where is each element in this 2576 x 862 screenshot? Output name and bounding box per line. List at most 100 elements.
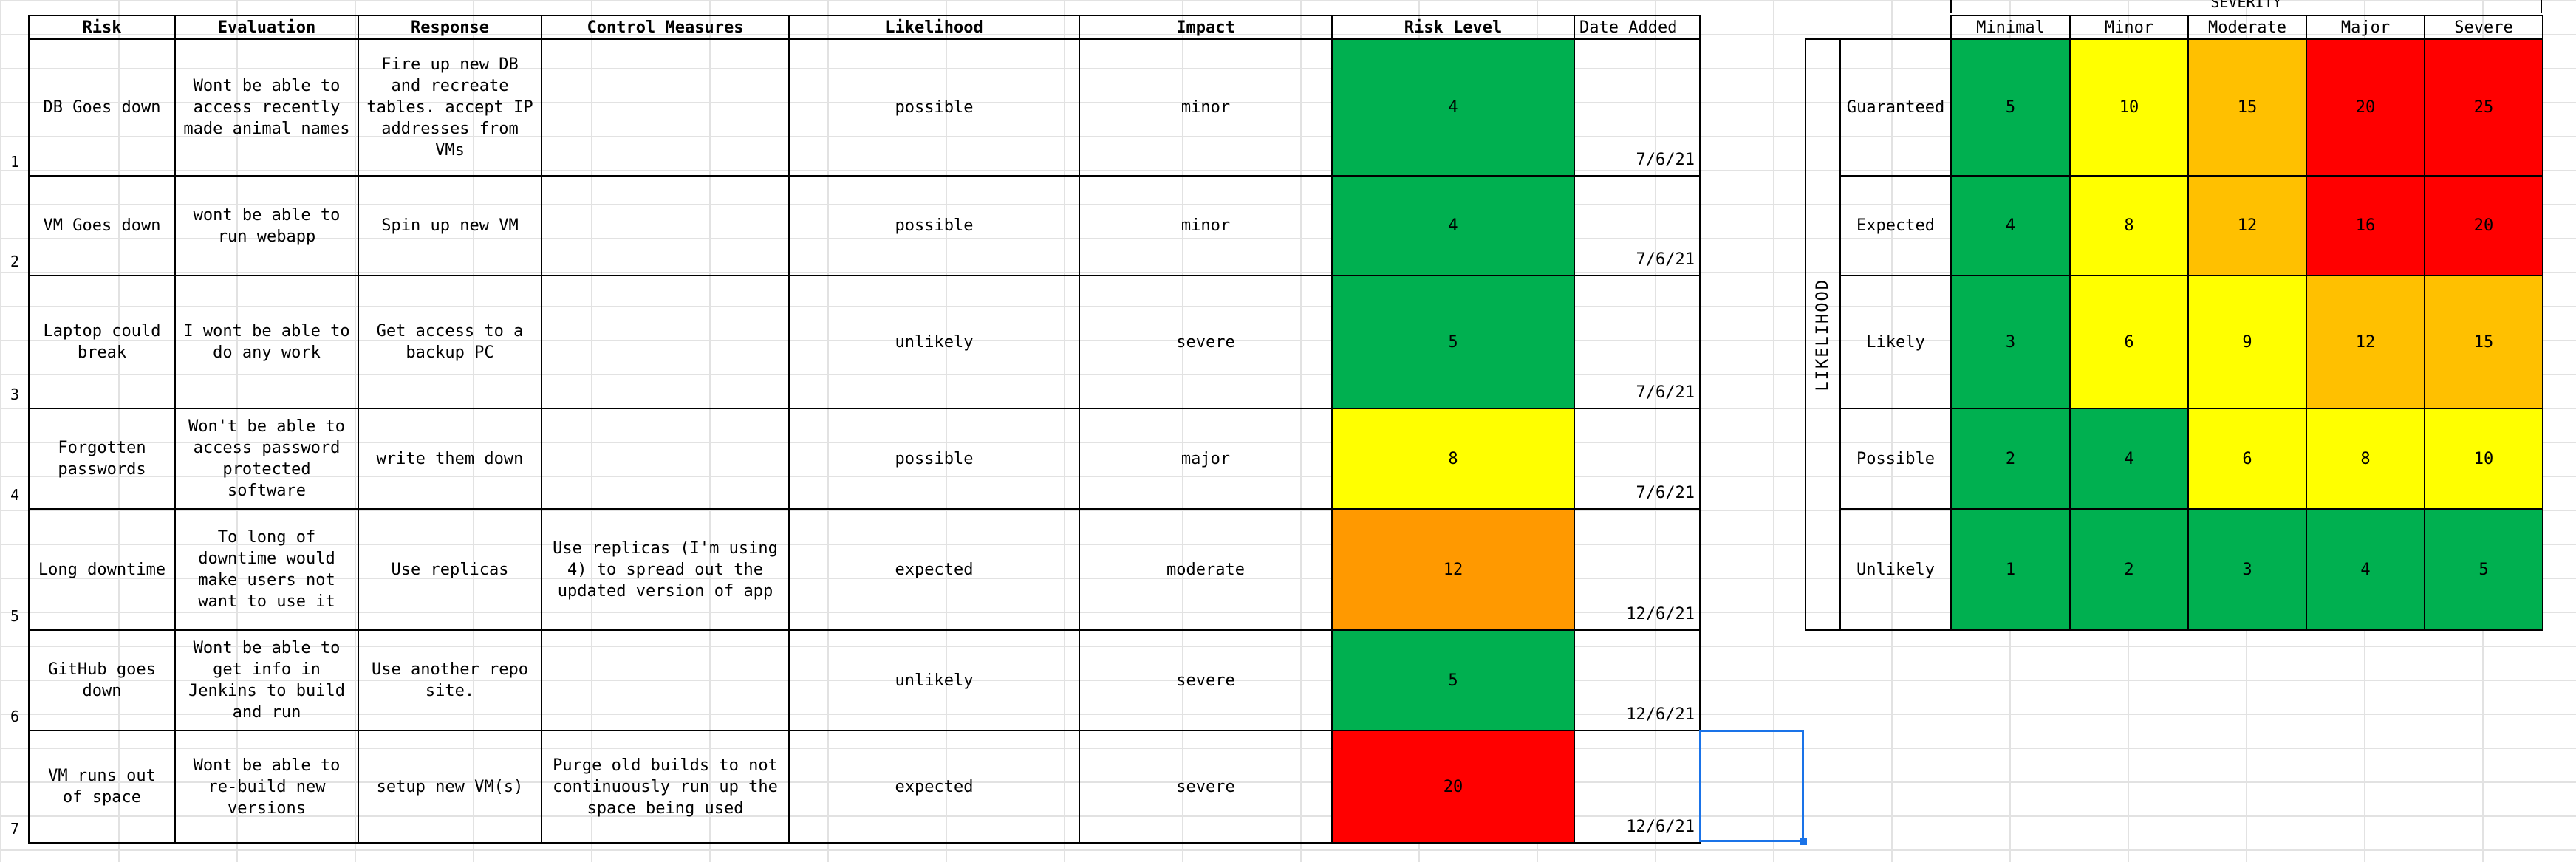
matrix-cell[interactable]: 10 (2424, 408, 2543, 510)
likelihood-label-unlikely[interactable]: Unlikely (1839, 508, 1952, 631)
matrix-cell[interactable]: 6 (2069, 275, 2189, 409)
evaluation-col-header[interactable]: Evaluation (174, 15, 359, 40)
risk-col-cell[interactable]: VM runs out of space (28, 730, 176, 844)
control-col-cell[interactable] (541, 38, 790, 177)
row-number[interactable]: 2 (10, 253, 20, 270)
risk-level-col-cell[interactable]: 12 (1331, 508, 1575, 631)
matrix-cell[interactable]: 20 (2424, 175, 2543, 276)
response-col-cell[interactable]: Use replicas (358, 508, 542, 631)
date-col-cell[interactable]: 7/6/21 (1574, 408, 1701, 510)
risk-col-cell[interactable]: GitHub goes down (28, 629, 176, 731)
row-number[interactable]: 3 (10, 386, 20, 403)
control-col-cell[interactable] (541, 275, 790, 409)
date-col-cell[interactable]: 12/6/21 (1574, 508, 1701, 631)
evaluation-col-cell[interactable]: wont be able to run webapp (174, 175, 359, 276)
evaluation-col-cell[interactable]: Wont be able to re-build new versions (174, 730, 359, 844)
likelihood-col-cell[interactable]: expected (788, 730, 1080, 844)
matrix-cell[interactable]: 5 (1950, 38, 2071, 177)
evaluation-col-cell[interactable]: I wont be able to do any work (174, 275, 359, 409)
impact-col-cell[interactable]: severe (1079, 629, 1333, 731)
row-number[interactable]: 7 (10, 820, 20, 838)
date-col-cell[interactable]: 7/6/21 (1574, 275, 1701, 409)
impact-col-cell[interactable]: major (1079, 408, 1333, 510)
matrix-cell[interactable]: 10 (2069, 38, 2189, 177)
evaluation-col-cell[interactable]: To long of downtime would make users not… (174, 508, 359, 631)
control-col-cell[interactable]: Purge old builds to not continuously run… (541, 730, 790, 844)
row-number[interactable]: 1 (10, 153, 20, 171)
risk-col-cell[interactable]: Forgotten passwords (28, 408, 176, 510)
response-col-cell[interactable]: Use another repo site. (358, 629, 542, 731)
control-col-header[interactable]: Control Measures (541, 15, 790, 40)
risk-level-col-header[interactable]: Risk Level (1331, 15, 1575, 40)
control-col-cell[interactable]: Use replicas (I'm using 4) to spread out… (541, 508, 790, 631)
likelihood-label-possible[interactable]: Possible (1839, 408, 1952, 510)
impact-col-cell[interactable]: minor (1079, 175, 1333, 276)
response-col-cell[interactable]: Spin up new VM (358, 175, 542, 276)
evaluation-col-cell[interactable]: Won't be able to access password protect… (174, 408, 359, 510)
likelihood-col-cell[interactable]: unlikely (788, 629, 1080, 731)
matrix-cell[interactable]: 6 (2187, 408, 2307, 510)
severity-label-minor[interactable]: Minor (2069, 15, 2189, 40)
matrix-cell[interactable]: 12 (2306, 275, 2425, 409)
impact-col-cell[interactable]: minor (1079, 38, 1333, 177)
likelihood-col-header[interactable]: Likelihood (788, 15, 1080, 40)
matrix-cell[interactable]: 25 (2424, 38, 2543, 177)
risk-col-cell[interactable]: Laptop could break (28, 275, 176, 409)
fill-handle[interactable] (1800, 838, 1807, 845)
response-col-header[interactable]: Response (358, 15, 542, 40)
risk-col-cell[interactable]: VM Goes down (28, 175, 176, 276)
risk-level-col-cell[interactable]: 4 (1331, 38, 1575, 177)
matrix-cell[interactable]: 4 (2306, 508, 2425, 631)
control-col-cell[interactable] (541, 175, 790, 276)
row-number[interactable]: 5 (10, 607, 20, 625)
impact-col-header[interactable]: Impact (1079, 15, 1333, 40)
date-col-header[interactable]: Date Added (1574, 15, 1701, 40)
severity-label-moderate[interactable]: Moderate (2187, 15, 2307, 40)
likelihood-col-cell[interactable]: possible (788, 38, 1080, 177)
impact-col-cell[interactable]: severe (1079, 275, 1333, 409)
risk-col-cell[interactable]: Long downtime (28, 508, 176, 631)
risk-col-cell[interactable]: DB Goes down (28, 38, 176, 177)
date-col-cell[interactable]: 7/6/21 (1574, 38, 1701, 177)
selected-cell[interactable] (1699, 730, 1804, 842)
matrix-cell[interactable]: 3 (1950, 275, 2071, 409)
impact-col-cell[interactable]: moderate (1079, 508, 1333, 631)
evaluation-col-cell[interactable]: Wont be able to get info in Jenkins to b… (174, 629, 359, 731)
matrix-cell[interactable]: 5 (2424, 508, 2543, 631)
matrix-cell[interactable]: 15 (2187, 38, 2307, 177)
likelihood-col-cell[interactable]: expected (788, 508, 1080, 631)
matrix-cell[interactable]: 8 (2306, 408, 2425, 510)
evaluation-col-cell[interactable]: Wont be able to access recently made ani… (174, 38, 359, 177)
impact-col-cell[interactable]: severe (1079, 730, 1333, 844)
risk-col-header[interactable]: Risk (28, 15, 176, 40)
response-col-cell[interactable]: setup new VM(s) (358, 730, 542, 844)
matrix-cell[interactable]: 12 (2187, 175, 2307, 276)
date-col-cell[interactable]: 12/6/21 (1574, 730, 1701, 844)
matrix-cell[interactable]: 15 (2424, 275, 2543, 409)
matrix-cell[interactable]: 1 (1950, 508, 2071, 631)
matrix-cell[interactable]: 2 (2069, 508, 2189, 631)
likelihood-label-expected[interactable]: Expected (1839, 175, 1952, 276)
risk-level-col-cell[interactable]: 5 (1331, 275, 1575, 409)
response-col-cell[interactable]: Fire up new DB and recreate tables. acce… (358, 38, 542, 177)
risk-level-col-cell[interactable]: 4 (1331, 175, 1575, 276)
matrix-cell[interactable]: 16 (2306, 175, 2425, 276)
likelihood-label-guaranteed[interactable]: Guaranteed (1839, 38, 1952, 177)
risk-level-col-cell[interactable]: 5 (1331, 629, 1575, 731)
severity-label-major[interactable]: Major (2306, 15, 2425, 40)
severity-label-severe[interactable]: Severe (2424, 15, 2543, 40)
matrix-cell[interactable]: 2 (1950, 408, 2071, 510)
likelihood-col-cell[interactable]: possible (788, 175, 1080, 276)
date-col-cell[interactable]: 12/6/21 (1574, 629, 1701, 731)
risk-level-col-cell[interactable]: 8 (1331, 408, 1575, 510)
severity-label-minimal[interactable]: Minimal (1950, 15, 2071, 40)
date-col-cell[interactable]: 7/6/21 (1574, 175, 1701, 276)
likelihood-col-cell[interactable]: unlikely (788, 275, 1080, 409)
matrix-cell[interactable]: 9 (2187, 275, 2307, 409)
risk-level-col-cell[interactable]: 20 (1331, 730, 1575, 844)
response-col-cell[interactable]: write them down (358, 408, 542, 510)
control-col-cell[interactable] (541, 629, 790, 731)
matrix-cell[interactable]: 4 (2069, 408, 2189, 510)
matrix-cell[interactable]: 8 (2069, 175, 2189, 276)
matrix-cell[interactable]: 4 (1950, 175, 2071, 276)
